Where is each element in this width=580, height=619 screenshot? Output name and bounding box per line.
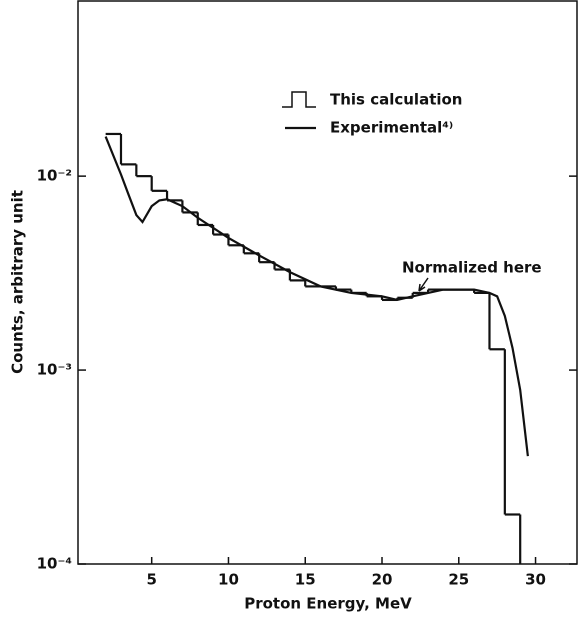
y-tick-label: 10⁻² (37, 167, 72, 185)
annotation-arrow (418, 277, 429, 292)
x-tick-label: 10 (218, 571, 239, 589)
experimental-curve (104, 136, 529, 457)
x-tick-label: 30 (525, 571, 546, 589)
x-tick-label: 25 (448, 571, 469, 589)
annotation: Normalized here (402, 259, 542, 277)
x-tick-label: 15 (295, 571, 316, 589)
legend-label: Experimental⁴⁾ (330, 119, 453, 137)
y-tick-label: 10⁻³ (37, 361, 72, 379)
plot-frame (77, 0, 578, 565)
x-axis-label: Proton Energy, MeV (244, 595, 412, 613)
x-tick-label: 5 (146, 571, 156, 589)
x-tick-label: 20 (372, 571, 393, 589)
y-axis-label: Counts, arbitrary unit (9, 190, 27, 374)
legend-symbol (282, 91, 316, 108)
y-tick-label: 10⁻⁴ (37, 555, 72, 573)
legend-label: This calculation (330, 91, 463, 109)
